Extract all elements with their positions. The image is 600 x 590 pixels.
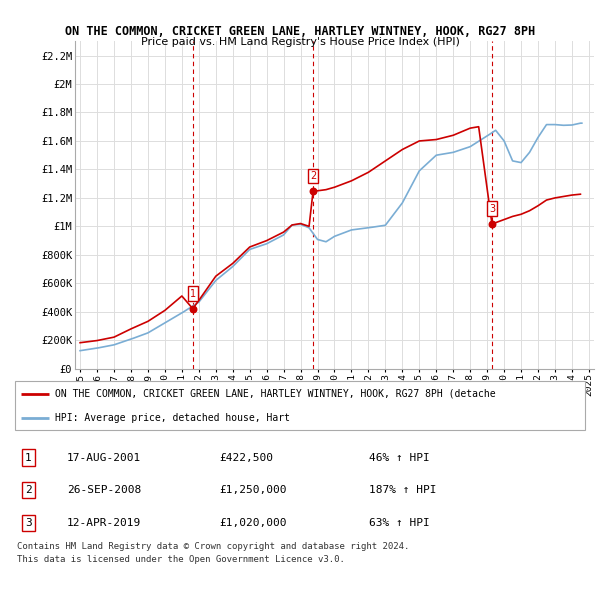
Point (188, 304, 197, 313)
Text: 63% ↑ HPI: 63% ↑ HPI (369, 518, 430, 528)
Text: 46% ↑ HPI: 46% ↑ HPI (369, 453, 430, 463)
Point (487, 219, 497, 228)
Point (308, 186, 318, 195)
Text: 17-AUG-2001: 17-AUG-2001 (67, 453, 141, 463)
Text: 3: 3 (489, 204, 495, 214)
Text: ON THE COMMON, CRICKET GREEN LANE, HARTLEY WINTNEY, HOOK, RG27 8PH: ON THE COMMON, CRICKET GREEN LANE, HARTL… (65, 25, 535, 38)
Text: 2: 2 (25, 486, 32, 496)
Text: 1: 1 (190, 289, 196, 299)
Text: 2: 2 (310, 171, 316, 181)
Text: 26-SEP-2008: 26-SEP-2008 (67, 486, 141, 496)
Text: ON THE COMMON, CRICKET GREEN LANE, HARTLEY WINTNEY, HOOK, RG27 8PH (detache: ON THE COMMON, CRICKET GREEN LANE, HARTL… (55, 389, 496, 399)
Text: £1,250,000: £1,250,000 (220, 486, 287, 496)
Text: 1: 1 (25, 453, 32, 463)
Text: Contains HM Land Registry data © Crown copyright and database right 2024.
This d: Contains HM Land Registry data © Crown c… (17, 542, 409, 563)
Text: £422,500: £422,500 (220, 453, 274, 463)
Text: HPI: Average price, detached house, Hart: HPI: Average price, detached house, Hart (55, 413, 290, 423)
Text: Price paid vs. HM Land Registry's House Price Index (HPI): Price paid vs. HM Land Registry's House … (140, 37, 460, 47)
Text: 187% ↑ HPI: 187% ↑ HPI (369, 486, 437, 496)
Text: 3: 3 (25, 518, 32, 528)
FancyBboxPatch shape (15, 381, 585, 430)
Text: £1,020,000: £1,020,000 (220, 518, 287, 528)
Text: 12-APR-2019: 12-APR-2019 (67, 518, 141, 528)
